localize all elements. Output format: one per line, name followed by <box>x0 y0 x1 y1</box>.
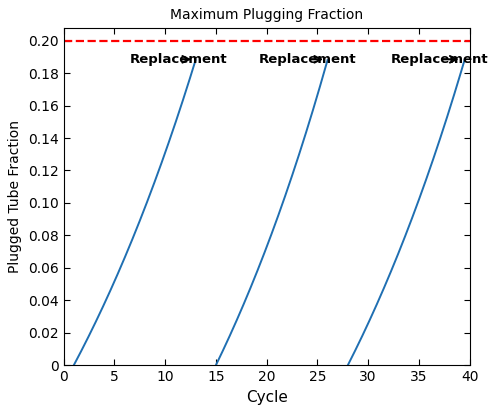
Title: Maximum Plugging Fraction: Maximum Plugging Fraction <box>170 8 363 22</box>
Y-axis label: Plugged Tube Fraction: Plugged Tube Fraction <box>8 120 22 273</box>
Text: Replacement: Replacement <box>390 53 488 66</box>
X-axis label: Cycle: Cycle <box>246 390 288 405</box>
Text: Replacement: Replacement <box>130 53 227 66</box>
Text: Replacement: Replacement <box>258 53 356 66</box>
